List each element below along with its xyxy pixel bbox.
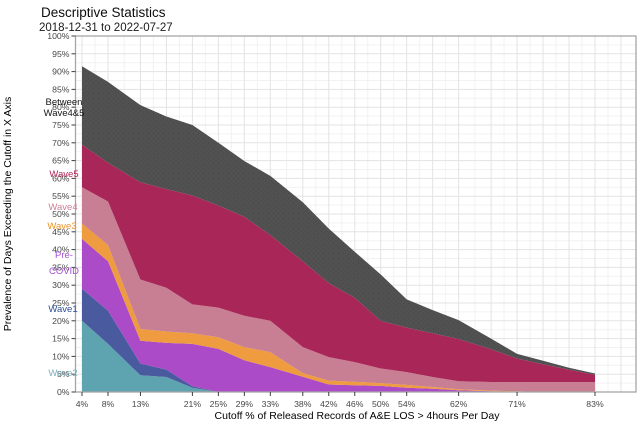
area-wave5 <box>82 144 595 382</box>
y-tick-label: 30% <box>52 280 70 290</box>
area-pre-covid <box>82 238 595 392</box>
y-axis-title: Prevalence of Days Exceeding the Cutoff … <box>2 97 14 331</box>
x-tick-label: 29% <box>236 399 254 409</box>
y-tick-label: 90% <box>52 67 70 77</box>
chart-title: Descriptive Statistics <box>41 5 166 20</box>
annotation-covid: COVID <box>49 266 79 277</box>
y-tick-label: 25% <box>52 298 70 308</box>
y-tick-label: 100% <box>47 31 69 41</box>
y-tick-label: 75% <box>52 120 70 130</box>
x-tick-label: 71% <box>508 399 526 409</box>
x-tick-label: 25% <box>210 399 228 409</box>
y-tick-label: 60% <box>52 173 70 183</box>
y-tick-label: 55% <box>52 191 70 201</box>
y-tick-label: 70% <box>52 138 70 148</box>
x-tick-label: 33% <box>262 399 280 409</box>
y-tick-label: 65% <box>52 156 70 166</box>
annotation-wave1: Wave1 <box>48 304 77 315</box>
annotation-wave4-5: Wave4&5 <box>44 108 85 119</box>
y-tick-label: 0% <box>57 387 70 397</box>
x-tick-label: 4% <box>76 399 89 409</box>
y-tick-label: 35% <box>52 262 70 272</box>
y-tick-label: 50% <box>52 209 70 219</box>
x-tick-label: 21% <box>184 399 202 409</box>
y-tick-label: 15% <box>52 334 70 344</box>
x-tick-label: 54% <box>398 399 416 409</box>
x-tick-label: 38% <box>294 399 312 409</box>
area-between-wave4-5 <box>82 66 595 375</box>
y-tick-label: 40% <box>52 245 70 255</box>
y-tick-label: 45% <box>52 227 70 237</box>
x-tick-label: 83% <box>586 399 604 409</box>
annotation-between: Between <box>46 97 83 108</box>
x-tick-label: 8% <box>102 399 115 409</box>
y-tick-label: 80% <box>52 102 70 112</box>
y-tick-label: 10% <box>52 351 70 361</box>
x-tick-label: 46% <box>346 399 364 409</box>
x-tick-label: 50% <box>372 399 390 409</box>
x-axis-title: Cutoff % of Released Records of A&E LOS … <box>215 410 501 422</box>
x-tick-label: 62% <box>450 399 468 409</box>
x-tick-label: 13% <box>132 399 150 409</box>
annotation-wave2: Wave2 <box>48 368 77 379</box>
y-tick-label: 20% <box>52 316 70 326</box>
plot-panel: 0% 5% 10% 15% 20% 25% 30% 35% 40% 45% 50% 55% 60% 65%… <box>44 31 637 409</box>
x-tick-label: 42% <box>320 399 338 409</box>
y-tick-label: 85% <box>52 84 70 94</box>
annotation-wave5: Wave5 <box>49 169 78 180</box>
y-tick-label: 5% <box>57 369 70 379</box>
chart-subtitle: 2018-12-31 to 2022-07-27 <box>39 22 173 34</box>
annotation-wave4: Wave4 <box>48 202 77 213</box>
area-wave2 <box>82 320 595 392</box>
annotation-wave3: Wave3 <box>47 221 76 232</box>
y-tick-label: 95% <box>52 49 70 59</box>
annotation-pre-: Pre- <box>55 250 73 261</box>
